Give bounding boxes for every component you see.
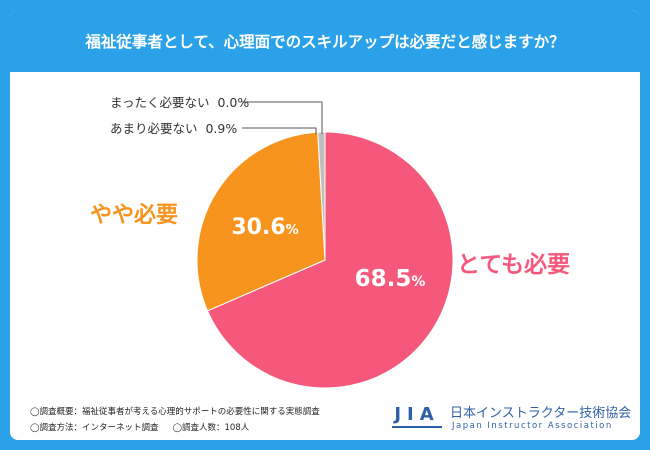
pie-slice-1 bbox=[196, 131, 326, 312]
survey-notes: ◯調査概要：福祉従事者が考える心理的サポートの必要性に関する実態調査 ◯調査方法… bbox=[30, 404, 320, 436]
slice-value-label-0: 68.5% bbox=[355, 266, 426, 292]
survey-method: ◯調査方法：インターネット調査 bbox=[30, 423, 159, 433]
slice-small-label-2: あまり必要ない 0.9% bbox=[110, 121, 237, 136]
pie-slice-0 bbox=[206, 131, 454, 389]
jia-logo-mark: JIA bbox=[390, 402, 444, 430]
slice-category-label-1: やや必要 bbox=[90, 202, 178, 228]
jia-logo: JIA 日本インストラクター技術協会 Japan Instructor Asso… bbox=[390, 400, 632, 434]
survey-overview: ◯調査概要：福祉従事者が考える心理的サポートの必要性に関する実態調査 bbox=[30, 407, 320, 417]
chart-title: 福祉従事者として、心理面でのスキルアップは必要だと感じますか？ bbox=[85, 33, 565, 51]
jia-organization-name: 日本インストラクター技術協会 bbox=[450, 406, 632, 421]
slice-category-label-0: とても必要 bbox=[457, 251, 570, 278]
jia-logo-letters: JIA bbox=[394, 404, 440, 425]
survey-respondents: ◯調査人数：108人 bbox=[172, 423, 250, 433]
slice-value-label-1: 30.6% bbox=[231, 215, 298, 240]
leader-line-3 bbox=[242, 101, 323, 134]
jia-organization-subtitle: Japan Instructor Association bbox=[452, 421, 613, 431]
leader-line-2 bbox=[242, 127, 317, 135]
chart-card: 福祉従事者として、心理面でのスキルアップは必要だと感じますか？ 68.5% 30.… bbox=[10, 10, 640, 440]
slice-small-label-3: まったく必要ない 0.0% bbox=[110, 95, 249, 110]
title-bar: 福祉従事者として、心理面でのスキルアップは必要だと感じますか？ bbox=[10, 10, 640, 72]
jia-logo-underline bbox=[392, 426, 442, 428]
pie-slice-2 bbox=[317, 131, 326, 261]
pie-chart: 68.5% 30.6% とても必要 やや必要 まったく必要ない 0.0% あまり必要ない … bbox=[90, 95, 570, 389]
